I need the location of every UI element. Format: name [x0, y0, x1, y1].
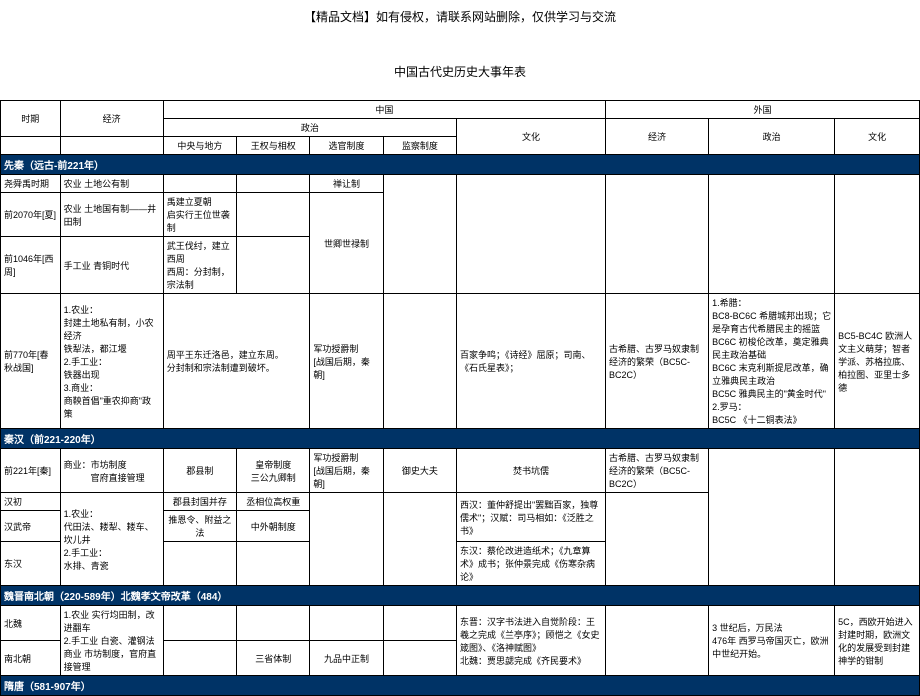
- cell-culture: 东晋：汉字书法进入自觉阶段：王羲之完成《兰亭序》；顾恺之《女史箴图》、《洛神赋图…: [457, 606, 606, 676]
- cell-period: 前2070年[夏]: [1, 193, 61, 237]
- row-chunqiu: 前770年[春秋战国] 1.农业： 封建土地私有制，小农经济 铁犁法，都江堰 2…: [1, 294, 920, 429]
- row-beiwei: 北魏 1.农业 实行均田制，改进翻车 2.手工业 白瓷、灌钢法 商业 市坊制度，…: [1, 606, 920, 641]
- cell-econ: 农业 土地国有制——井田制: [60, 193, 163, 237]
- cell-econ: 商业：市坊制度 官府直接管理: [60, 449, 163, 493]
- cell-culture: 东汉：蔡伦改进造纸术；《九章算术》成书；张仲景完成《伤寒杂病论》: [457, 542, 606, 586]
- col-foreign: 外国: [605, 101, 919, 119]
- cell-km: 三省体制: [237, 641, 310, 676]
- cell-select: 禅让制: [310, 175, 383, 193]
- header-note: 【精品文档】如有侵权，请联系网站删除，仅供学习与交流: [0, 0, 920, 33]
- cell-econ: 1.农业 实行均田制，改进翻车 2.手工业 白瓷、灌钢法 商业 市坊制度，官府直…: [60, 606, 163, 676]
- cell-cl: 武王伐纣，建立西周 西周：分封制，宗法制: [163, 237, 236, 294]
- cell-select: 世卿世禄制: [310, 193, 383, 294]
- cell-f-cul: BC5-BC4C 欧洲人文主义萌芽；智者学派、苏格拉底、柏拉图、亚里士多德: [835, 294, 920, 429]
- cell-econ: 手工业 青铜时代: [60, 237, 163, 294]
- cell-period: 北魏: [1, 606, 61, 641]
- col-culture: 文化: [457, 119, 606, 155]
- cell-period: 汉初: [1, 493, 61, 511]
- col-supervise: 监察制度: [383, 137, 456, 155]
- cell-sup: 御史大夫: [383, 449, 456, 493]
- col-king-minister: 王权与相权: [237, 137, 310, 155]
- cell-cl: 禹建立夏朝 启实行王位世袭制: [163, 193, 236, 237]
- cell-km: 中外朝制度: [237, 511, 310, 542]
- col-f-cul: 文化: [835, 119, 920, 155]
- history-table: 时期 经济 中国 外国 政治 文化 经济 政治 文化 中央与地方 王权与相权 选…: [0, 100, 920, 696]
- cell-econ: 农业 土地公有制: [60, 175, 163, 193]
- cell-econ: 1.农业： 代田法、耧犁、耧车、坎儿井 2.手工业： 水排、青瓷: [60, 493, 163, 586]
- cell-period: 尧舜禹时期: [1, 175, 61, 193]
- section-suitang: 隋唐（581-907年）: [1, 676, 920, 696]
- cell-period: 汉武帝: [1, 511, 61, 542]
- section-qinhan: 秦汉（前221-220年）: [1, 429, 920, 449]
- section-xianqin: 先秦（远古-前221年）: [1, 155, 920, 175]
- doc-title: 中国古代史历史大事年表: [0, 33, 920, 100]
- cell-select: 军功授爵制 [战国后期，秦朝]: [310, 294, 383, 429]
- cell-f-pol: 3 世纪后，万民法 476年 西罗马帝国灭亡，欧洲中世纪开始。: [709, 606, 835, 676]
- cell-culture: 焚书坑儒: [457, 449, 606, 493]
- cell-period: 南北朝: [1, 641, 61, 676]
- cell-f-cul: 5C，西欧开始进入封建时期，欧洲文化的发展受到封建神学的钳制: [835, 606, 920, 676]
- col-economy: 经济: [60, 101, 163, 137]
- cell-period: 东汉: [1, 542, 61, 586]
- cell-cl: 推恩令、附益之法: [163, 511, 236, 542]
- header-row-1: 时期 经济 中国 外国: [1, 101, 920, 119]
- cell-culture: 西汉：董仲舒提出"罢黜百家，独尊儒术"；汉赋：司马相如：《泛胜之书》: [457, 493, 606, 542]
- cell-select: 军功授爵制 [战国后期，秦朝]: [310, 449, 383, 493]
- col-f-econ: 经济: [605, 119, 708, 155]
- cell-cl: 周平王东迁洛邑，建立东周。 分封制和宗法制遭到破坏。: [163, 294, 310, 429]
- cell-culture: 百家争鸣；《诗经》屈原；司南、《石氏星表》；: [457, 294, 606, 429]
- col-f-pol: 政治: [709, 119, 835, 155]
- row-qin: 前221年[秦] 商业：市坊制度 官府直接管理 郡县制 皇帝制度 三公九卿制 军…: [1, 449, 920, 493]
- col-period: 时期: [1, 101, 61, 137]
- cell-period: 前1046年[西周]: [1, 237, 61, 294]
- col-politics: 政治: [163, 119, 456, 137]
- cell-period: 前221年[秦]: [1, 449, 61, 493]
- col-central-local: 中央与地方: [163, 137, 236, 155]
- row-yaoshun: 尧舜禹时期 农业 土地公有制 禅让制: [1, 175, 920, 193]
- cell-cl: 郡县封国并存: [163, 493, 236, 511]
- col-select: 选官制度: [310, 137, 383, 155]
- cell-f-pol: 1.希腊： BC8-BC6C 希腊城邦出现；它是孕育古代希腊民主的摇篮 BC6C…: [709, 294, 835, 429]
- section-weijin: 魏晋南北朝（220-589年）北魏孝文帝改革（484）: [1, 586, 920, 606]
- cell-km: 皇帝制度 三公九卿制: [237, 449, 310, 493]
- cell-f-econ: 古希腊、古罗马奴隶制经济的繁荣（BC5C-BC2C）: [605, 294, 708, 429]
- cell-f-econ: 古希腊、古罗马奴隶制经济的繁荣（BC5C-BC2C）: [605, 449, 708, 493]
- cell-km: 丞相位高权重: [237, 493, 310, 511]
- cell-econ: 1.农业： 封建土地私有制，小农经济 铁犁法，都江堰 2.手工业： 铁器出现 3…: [60, 294, 163, 429]
- cell-cl: 郡县制: [163, 449, 236, 493]
- cell-period: 前770年[春秋战国]: [1, 294, 61, 429]
- col-china: 中国: [163, 101, 605, 119]
- cell-select: 九品中正制: [310, 641, 383, 676]
